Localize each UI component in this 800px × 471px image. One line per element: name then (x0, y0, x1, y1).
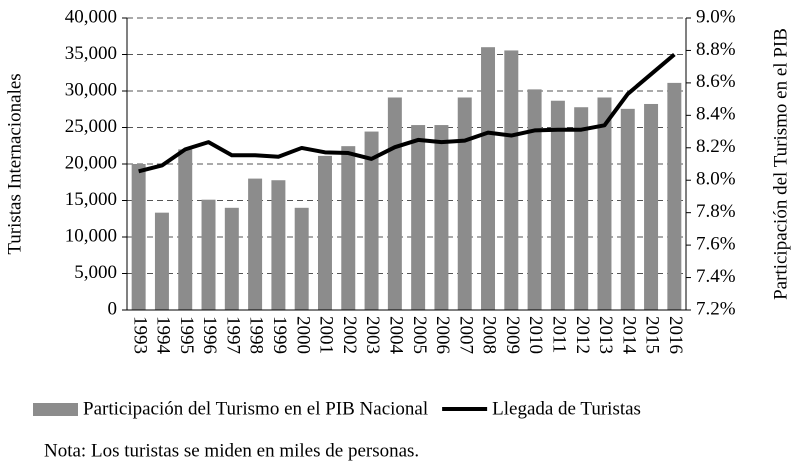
bar (248, 178, 263, 310)
bar (620, 108, 635, 310)
bar (667, 82, 682, 310)
x-tick-label: 2007 (455, 316, 476, 354)
y2-tick-label: 7.8% (696, 201, 736, 222)
y2-tick-label: 8.4% (696, 104, 736, 125)
x-tick-label: 2014 (618, 316, 639, 355)
x-tick-label: 2003 (362, 316, 383, 354)
x-tick-label: 2004 (385, 316, 406, 355)
x-tick-label: 2012 (572, 316, 593, 354)
y-tick-label: 30,000 (65, 79, 117, 100)
bar (481, 47, 496, 310)
bar (644, 103, 659, 310)
x-tick-label: 1996 (199, 316, 220, 354)
bar (294, 207, 309, 310)
bar (457, 97, 472, 310)
y2-tick-label: 7.6% (696, 233, 736, 254)
x-tick-label: 2002 (339, 316, 360, 354)
x-tick-label: 1998 (246, 316, 267, 354)
bar (317, 155, 332, 310)
bar (224, 207, 239, 310)
y-tick-label: 20,000 (65, 152, 117, 173)
y-tick-label: 15,000 (65, 189, 117, 210)
bar (131, 164, 146, 310)
bar (154, 212, 169, 310)
bar (178, 149, 193, 310)
y-tick-label: 40,000 (65, 6, 117, 27)
y-tick-label: 0 (108, 298, 118, 319)
y2-tick-label: 8.8% (696, 39, 736, 60)
y2-tick-label: 8.2% (696, 136, 736, 157)
bar (550, 100, 565, 310)
y2-tick-label: 7.2% (696, 298, 736, 319)
x-tick-label: 1994 (153, 316, 174, 355)
x-tick-label: 1993 (129, 316, 150, 354)
y2-tick-label: 9.0% (696, 6, 736, 27)
y2-tick-label: 8.6% (696, 71, 736, 92)
x-tick-label: 2000 (292, 316, 313, 354)
legend-swatch (33, 403, 78, 416)
x-tick-label: 2009 (502, 316, 523, 354)
x-tick-label: 2008 (479, 316, 500, 354)
x-tick-label: 2013 (595, 316, 616, 354)
x-tick-label: 1999 (269, 316, 290, 354)
bar (341, 146, 356, 310)
note: Nota: Los turistas se miden en miles de … (44, 440, 419, 461)
bar (271, 180, 286, 310)
y2-tick-label: 7.4% (696, 266, 736, 287)
x-tick-label: 2010 (525, 316, 546, 354)
bar (597, 97, 612, 310)
x-tick-label: 2011 (549, 316, 570, 353)
y2-tick-label: 8.0% (696, 169, 736, 190)
bar (201, 199, 216, 310)
x-tick-label: 2005 (409, 316, 430, 354)
y-tick-label: 5,000 (74, 262, 117, 283)
y-tick-label: 35,000 (65, 43, 117, 64)
bar (411, 125, 426, 310)
x-tick-label: 1997 (222, 316, 243, 354)
legend-label: Participación del Turismo en el PIB Naci… (83, 398, 428, 419)
y-axis-title: Turistas Internacionales (4, 73, 25, 254)
x-tick-label: 2015 (642, 316, 663, 354)
bar (504, 50, 519, 310)
bar (527, 89, 542, 310)
bar (364, 131, 379, 310)
y2-axis-title: Participación del Turismo en el PIB (770, 28, 791, 300)
bar (574, 107, 589, 310)
y-tick-label: 25,000 (65, 116, 117, 137)
bar (387, 97, 402, 310)
bar (434, 125, 449, 310)
x-tick-label: 2016 (665, 316, 686, 354)
line (138, 52, 676, 174)
x-tick-label: 1995 (176, 316, 197, 354)
y-tick-label: 10,000 (65, 225, 117, 246)
x-tick-label: 2001 (316, 316, 337, 354)
x-tick-label: 2006 (432, 316, 453, 354)
legend-label: Llegada de Turistas (492, 398, 641, 419)
